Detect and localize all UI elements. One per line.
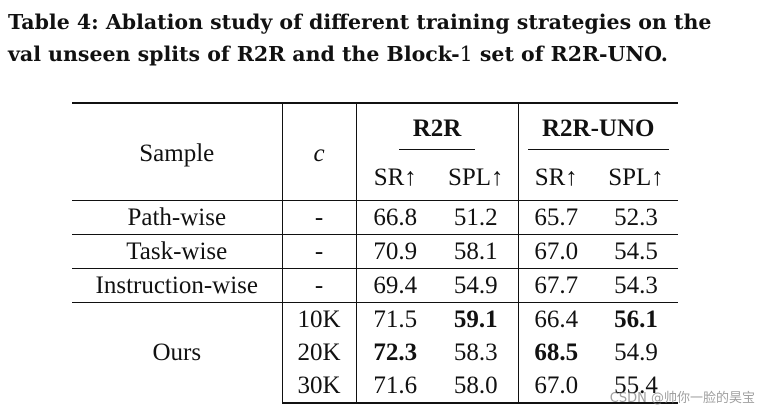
table-row: Instruction-wise - 69.4 54.9 67.7 54.3 — [72, 268, 678, 303]
row-c: - — [282, 200, 357, 235]
header-group-r2r: R2R — [356, 102, 519, 156]
row-sample: Path-wise — [72, 200, 283, 235]
row-r2r-spl: 58.3 — [434, 336, 519, 369]
row-r2r-sr: 71.6 — [356, 369, 434, 404]
table-caption: Table 4: Ablation study of different tra… — [8, 6, 758, 70]
caption-line-1: Table 4: Ablation study of different tra… — [8, 10, 712, 34]
row-uno-sr: 67.7 — [518, 268, 594, 303]
header-group-r2r-uno: R2R-UNO — [518, 102, 678, 156]
header-r2r-sr: SR↑ — [373, 164, 417, 191]
row-c: 10K — [282, 302, 357, 336]
caption-line-2-c: set of R2R-UNO. — [472, 42, 668, 66]
row-r2r-spl: 54.9 — [434, 268, 519, 303]
row-r2r-spl-best: 59.1 — [434, 302, 519, 336]
row-sample: Instruction-wise — [72, 268, 283, 303]
row-c: 20K — [282, 336, 357, 369]
header-row-1: Sample c R2R R2R-UNO — [72, 102, 678, 201]
row-uno-spl: 55.4 — [594, 369, 678, 404]
row-r2r-sr: 66.8 — [356, 200, 434, 235]
row-uno-spl: 54.5 — [594, 234, 678, 269]
header-r2r-spl: SPL↑ — [434, 156, 519, 201]
row-uno-spl-best: 56.1 — [594, 302, 678, 336]
row-c: - — [282, 268, 357, 303]
header-group-r2r-uno-label: R2R-UNO — [528, 115, 669, 150]
header-uno-sr: SR↑ — [534, 164, 578, 191]
row-uno-spl: 54.9 — [614, 338, 658, 366]
row-c: 30K — [282, 369, 357, 404]
table-row: 20K 72.3 58.3 68.5 54.9 — [72, 336, 678, 369]
row-uno-spl: 54.3 — [594, 268, 678, 303]
row-uno-sr: 65.7 — [518, 200, 594, 235]
row-uno-sr: 66.4 — [518, 302, 594, 336]
header-group-r2r-label: R2R — [398, 115, 476, 150]
header-row-2: SR↑ SPL↑ SR↑ SPL↑ — [72, 156, 678, 201]
row-r2r-spl: 58.0 — [434, 369, 519, 404]
row-sample-ours: Ours — [72, 302, 283, 403]
table-row: Path-wise - 66.8 51.2 65.7 52.3 — [72, 200, 678, 235]
row-r2r-sr: 71.5 — [356, 302, 434, 336]
caption-line-2-b: 1 — [459, 42, 473, 66]
row-r2r-sr-best: 72.3 — [373, 338, 418, 366]
row-uno-sr-best: 68.5 — [534, 338, 579, 366]
header-c: c — [282, 102, 357, 201]
row-r2r-spl: 58.1 — [434, 234, 519, 269]
table-row: Task-wise - 70.9 58.1 67.0 54.5 — [72, 234, 678, 269]
watermark: CSDN @帅你一脸的昊宝 — [609, 391, 755, 406]
caption-line-2: val unseen splits of R2R and the Block-1… — [8, 38, 758, 70]
caption-line-2-a: val unseen splits of R2R and the Block- — [8, 42, 460, 66]
row-r2r-sr: 70.9 — [356, 234, 434, 269]
row-c: - — [282, 234, 357, 269]
row-uno-spl: 52.3 — [594, 200, 678, 235]
ablation-table: Sample c R2R R2R-UNO SR↑ SPL↑ SR↑ SPL↑ P… — [72, 102, 678, 404]
row-uno-sr: 67.0 — [518, 234, 594, 269]
header-sample: Sample — [72, 102, 283, 201]
table-row: Ours 10K 71.5 59.1 66.4 56.1 — [72, 302, 678, 403]
table-row: 30K 71.6 58.0 67.0 55.4 — [72, 369, 678, 404]
row-r2r-sr: 69.4 — [356, 268, 434, 303]
row-uno-sr: 67.0 — [518, 369, 594, 404]
row-sample: Task-wise — [72, 234, 283, 269]
header-uno-spl: SPL↑ — [608, 164, 664, 191]
row-r2r-spl: 51.2 — [434, 200, 519, 235]
